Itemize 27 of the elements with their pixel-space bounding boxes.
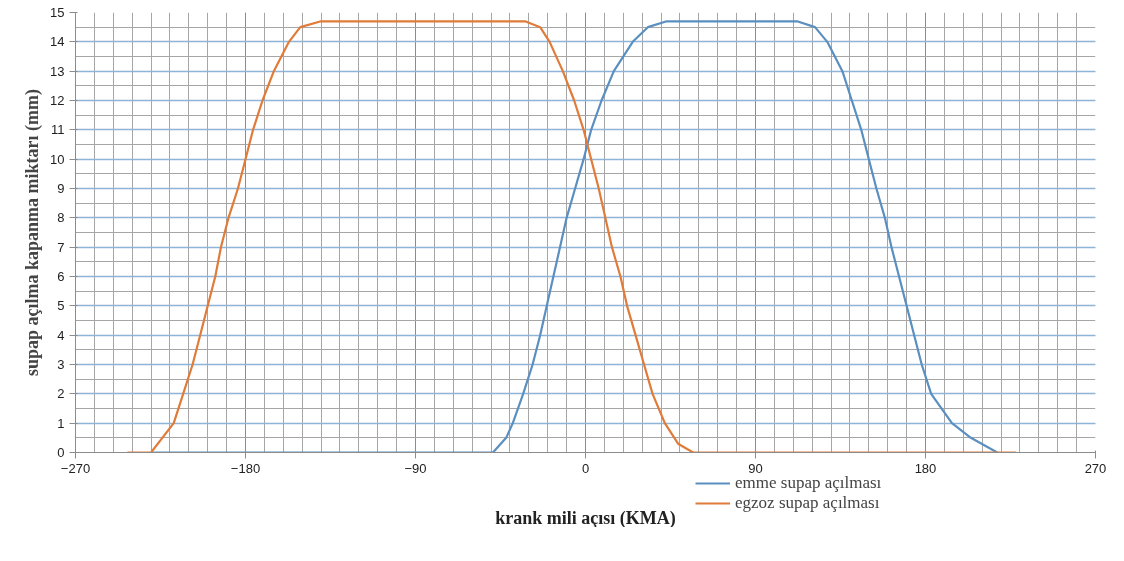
x-tick-label: −90 bbox=[404, 460, 427, 476]
y-tick-label: 13 bbox=[50, 63, 65, 79]
y-tick-label: 6 bbox=[57, 269, 65, 284]
y-tick-label: 0 bbox=[57, 445, 65, 460]
y-tick-label: 10 bbox=[50, 151, 65, 167]
y-tick-label: 12 bbox=[50, 93, 65, 108]
y-tick-label: 11 bbox=[51, 122, 65, 138]
y-tick-label: 4 bbox=[57, 327, 65, 343]
y-tick-label: 15 bbox=[50, 5, 65, 20]
x-tick-label: 90 bbox=[748, 460, 763, 476]
y-tick-label: 14 bbox=[50, 34, 65, 50]
y-tick-label: 8 bbox=[57, 210, 65, 226]
legend-label: emme supap açılması bbox=[735, 474, 882, 493]
x-tick-label: −270 bbox=[60, 460, 91, 476]
legend-label: egzoz supap açılması bbox=[735, 493, 880, 513]
x-tick-label: 180 bbox=[914, 460, 937, 476]
y-tick-label: 9 bbox=[57, 181, 65, 196]
y-tick-label: 5 bbox=[57, 298, 65, 314]
y-tick-label: 7 bbox=[57, 239, 65, 255]
y-tick-label: 2 bbox=[57, 386, 65, 402]
y-axis-title: supap açılma kapanma miktarı (mm) bbox=[22, 88, 44, 377]
x-axis-title: krank mili açısı (KMA) bbox=[495, 507, 676, 529]
y-tick-label: 1 bbox=[57, 415, 65, 431]
x-tick-label: 270 bbox=[1084, 460, 1107, 476]
y-tick-label: 3 bbox=[57, 357, 65, 372]
x-tick-label: −180 bbox=[230, 460, 261, 476]
x-tick-label: 0 bbox=[581, 460, 590, 476]
